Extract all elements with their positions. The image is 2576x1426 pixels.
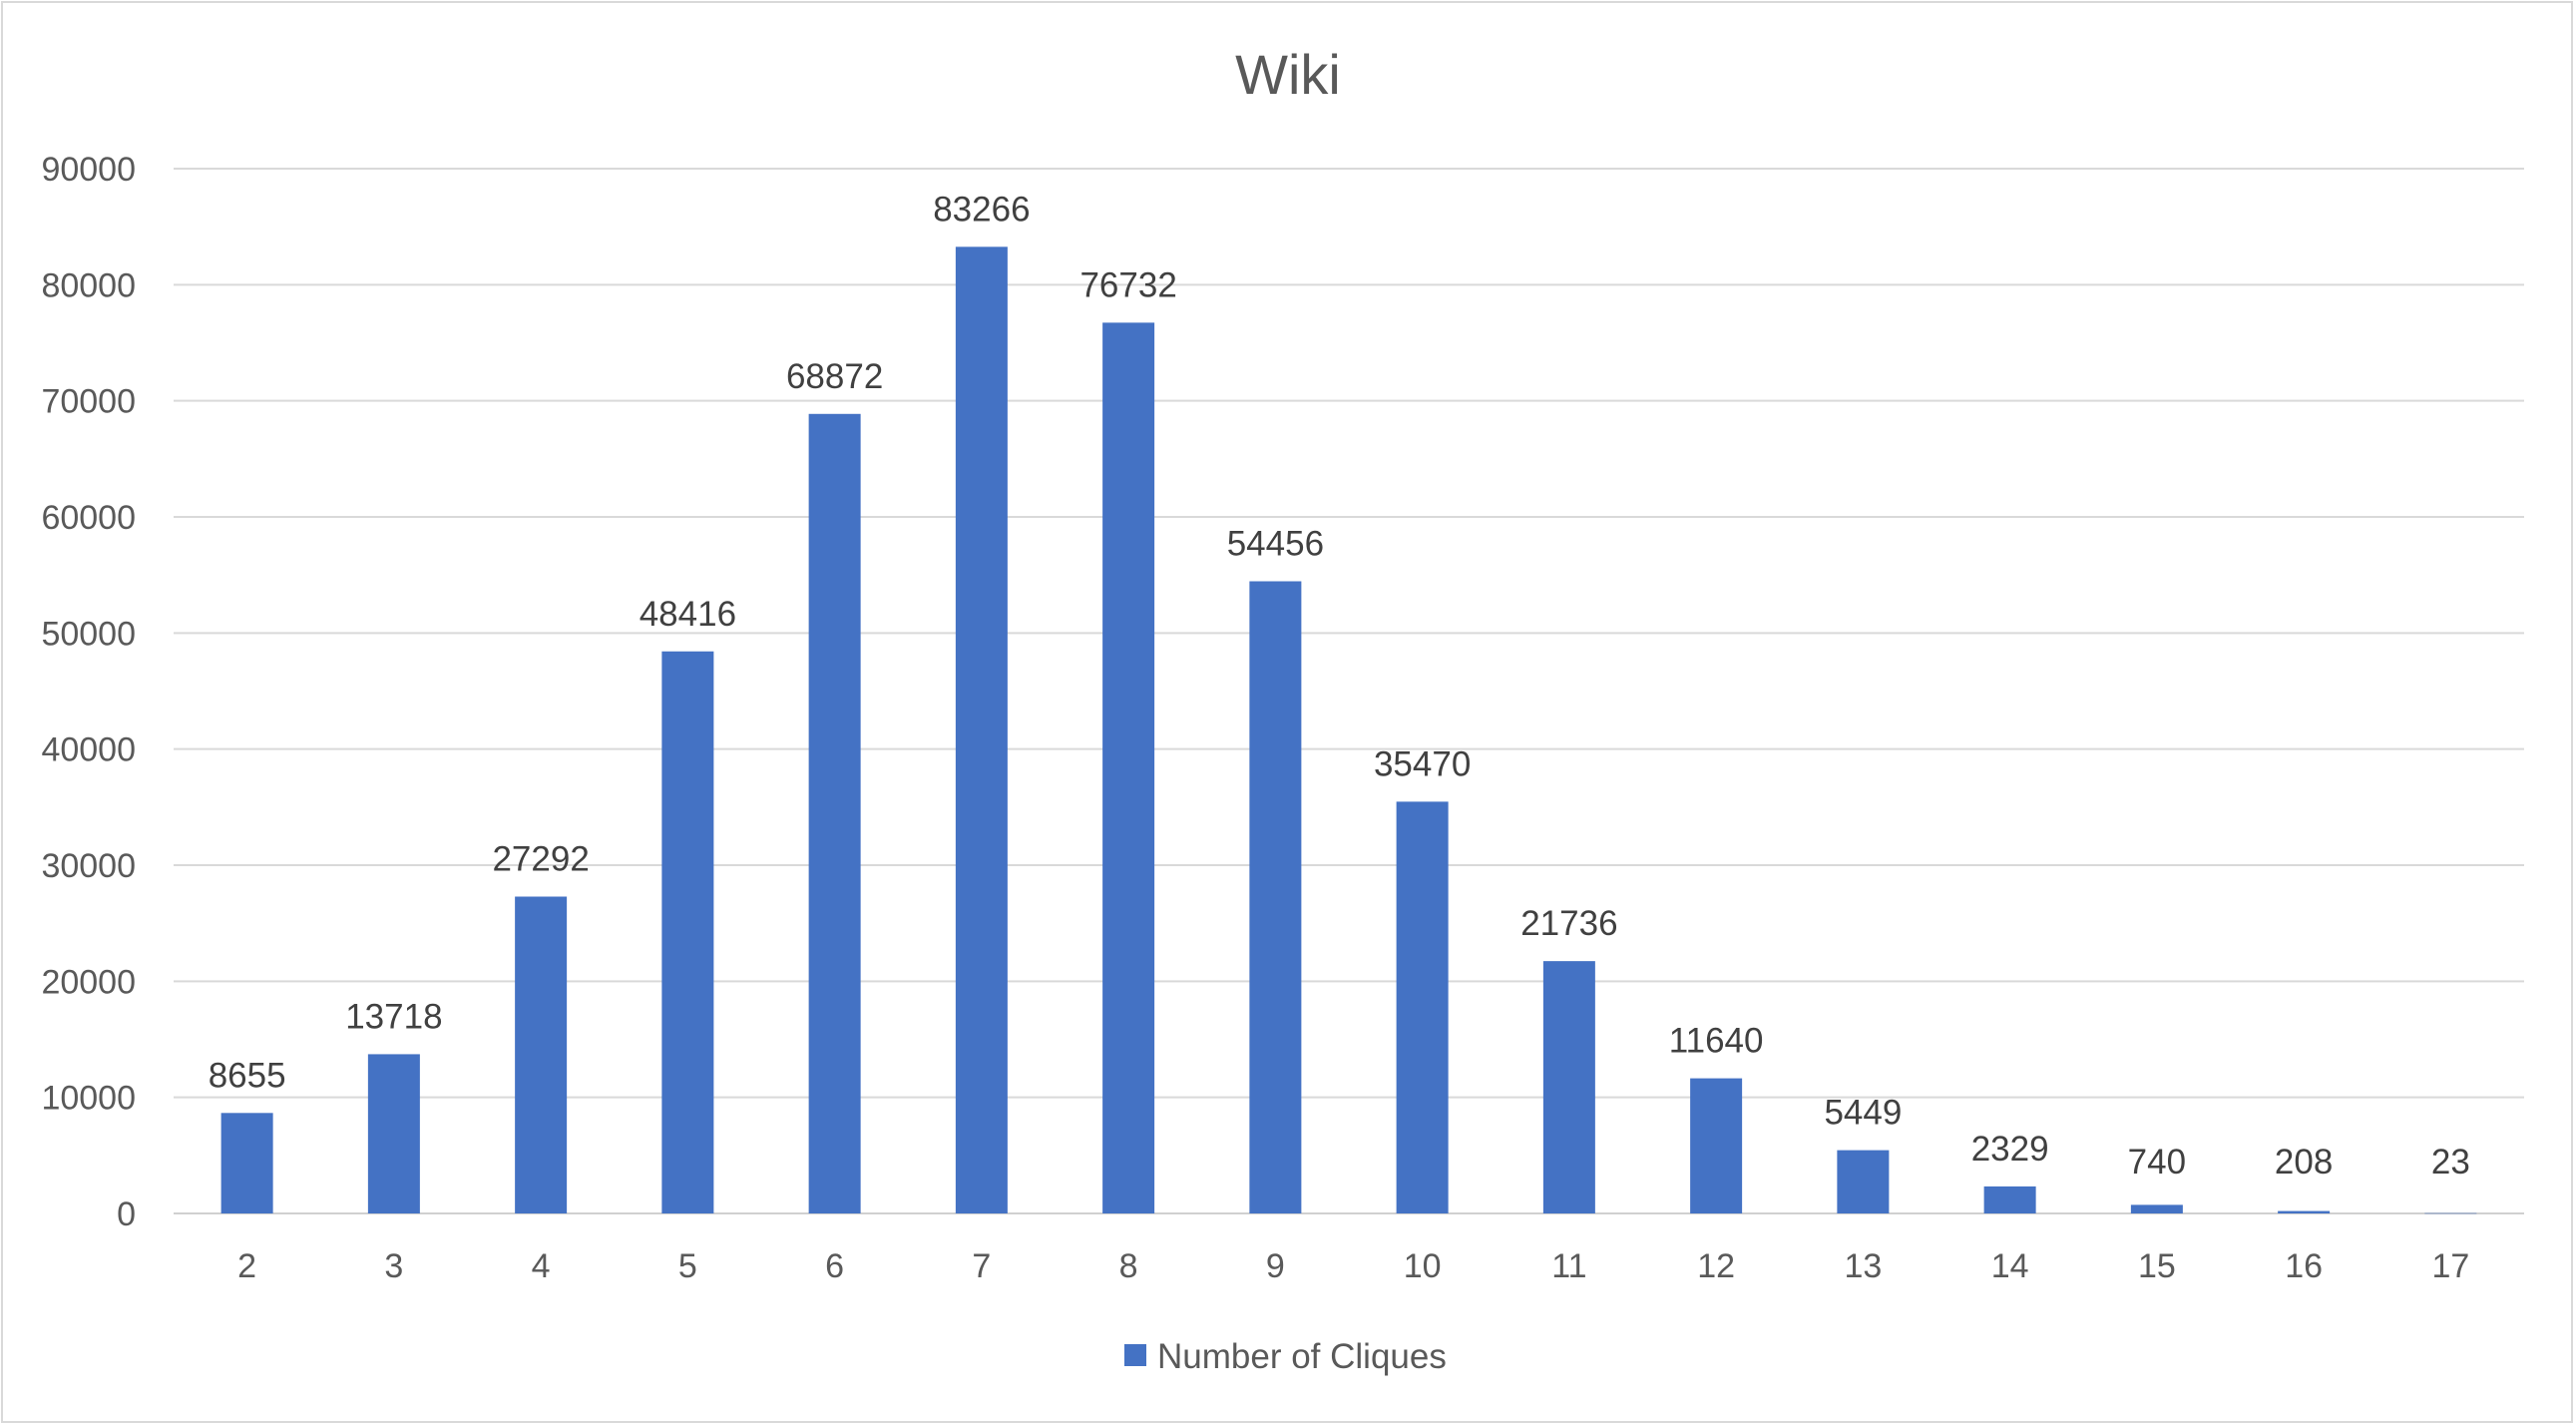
- data-label: 76732: [1079, 265, 1176, 304]
- bar: [220, 1113, 273, 1213]
- bar: [808, 413, 861, 1213]
- data-label: 5449: [1824, 1094, 1902, 1133]
- x-tick-label: 4: [532, 1247, 551, 1285]
- y-tick-label: 50000: [41, 615, 136, 653]
- y-tick-label: 90000: [41, 151, 136, 189]
- bar: [367, 1054, 420, 1213]
- bar: [1983, 1186, 2036, 1213]
- x-tick-label: 5: [678, 1247, 697, 1285]
- legend-swatch: [1124, 1344, 1146, 1366]
- x-tick-label: 17: [2431, 1247, 2469, 1285]
- bar: [515, 896, 568, 1213]
- x-tick-label: 14: [1991, 1247, 2029, 1285]
- x-tick-label: 15: [2138, 1247, 2176, 1285]
- data-label: 208: [2275, 1143, 2333, 1182]
- data-label: 54456: [1227, 524, 1324, 563]
- y-tick-label: 40000: [41, 731, 136, 769]
- x-tick-label: 9: [1266, 1247, 1285, 1285]
- bar: [2278, 1210, 2331, 1213]
- data-label: 8655: [209, 1056, 286, 1095]
- data-label: 11640: [1669, 1022, 1764, 1061]
- y-tick-label: 70000: [41, 383, 136, 421]
- x-tick-label: 16: [2285, 1247, 2323, 1285]
- bar: [1690, 1078, 1743, 1213]
- bar: [1542, 961, 1595, 1213]
- bars: [220, 246, 2477, 1214]
- y-tick-label: 0: [117, 1195, 136, 1233]
- x-tick-label: 13: [1844, 1247, 1882, 1285]
- y-tick-label: 80000: [41, 266, 136, 304]
- x-tick-label: 3: [384, 1247, 403, 1285]
- y-tick-label: 10000: [41, 1080, 136, 1118]
- x-axis-ticks: 2 3 4 5 6 7 8 9 10 11 12 13 14 15 16 17: [237, 1247, 2469, 1285]
- bar: [1837, 1150, 1890, 1213]
- legend-label: Number of Cliques: [1157, 1337, 1447, 1376]
- data-label: 21736: [1520, 904, 1617, 943]
- bar: [2130, 1204, 2183, 1213]
- data-label: 48416: [640, 595, 736, 634]
- data-label: 68872: [786, 357, 883, 396]
- x-tick-label: 2: [237, 1247, 256, 1285]
- data-label: 23: [2431, 1143, 2470, 1182]
- data-label: 13718: [345, 997, 442, 1036]
- bar: [955, 246, 1008, 1213]
- bar: [661, 651, 714, 1213]
- bar: [1396, 801, 1449, 1213]
- data-label: 83266: [933, 190, 1030, 229]
- y-tick-label: 30000: [41, 847, 136, 885]
- legend: Number of Cliques: [1124, 1337, 1447, 1376]
- x-tick-label: 7: [972, 1247, 991, 1285]
- bar: [2424, 1212, 2477, 1214]
- chart-title: Wiki: [1235, 43, 1341, 106]
- x-tick-label: 6: [825, 1247, 844, 1285]
- y-tick-label: 60000: [41, 499, 136, 537]
- data-label: 35470: [1374, 744, 1471, 783]
- data-label: 2329: [1971, 1130, 2049, 1169]
- x-tick-label: 8: [1119, 1247, 1138, 1285]
- y-tick-label: 20000: [41, 963, 136, 1001]
- data-label: 740: [2128, 1143, 2186, 1182]
- data-label: 27292: [492, 840, 589, 879]
- x-tick-label: 11: [1551, 1247, 1586, 1285]
- data-labels: 8655 13718 27292 48416 68872 83266 76732 54456 3…: [209, 190, 2470, 1182]
- x-tick-label: 12: [1697, 1247, 1735, 1285]
- x-tick-label: 10: [1404, 1247, 1442, 1285]
- bar: [1249, 581, 1302, 1213]
- y-axis-ticks: 0 10000 20000 30000 40000 50000 60000 70000 8000…: [41, 151, 136, 1233]
- bar: [1102, 322, 1155, 1213]
